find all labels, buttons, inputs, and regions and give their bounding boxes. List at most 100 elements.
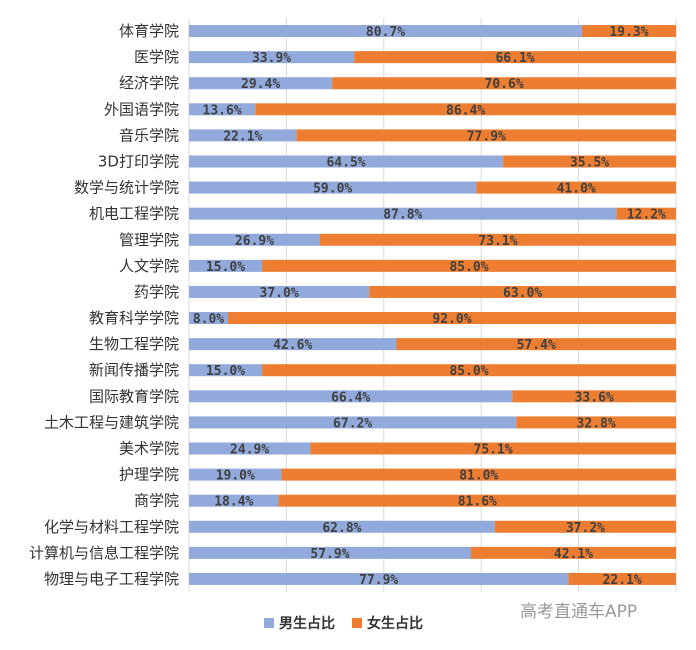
data-label: 15.0%: [206, 364, 245, 379]
bar-male: [189, 77, 333, 90]
legend-item-female: 女生占比: [352, 615, 423, 632]
data-label: 86.4%: [446, 103, 485, 118]
data-label: 64.5%: [326, 156, 365, 171]
category-label: 物理与电子工程学院: [44, 570, 179, 588]
data-label: 57.4%: [517, 338, 556, 353]
data-label: 26.9%: [235, 234, 274, 249]
category-label: 土木工程与建筑学院: [44, 413, 179, 431]
bar-female: [332, 77, 676, 90]
category-label: 商学院: [134, 492, 179, 510]
category-label: 人文学院: [119, 257, 179, 275]
data-label: 67.2%: [333, 416, 372, 431]
bar-female: [494, 520, 676, 533]
category-label: 化学与材料工程学院: [44, 518, 179, 536]
bar-female: [503, 155, 676, 168]
data-label: 77.9%: [359, 573, 398, 588]
data-label: 87.8%: [383, 208, 422, 223]
data-label: 63.0%: [503, 286, 542, 301]
data-label: 32.8%: [577, 416, 616, 431]
bar-female: [568, 572, 676, 585]
data-label: 35.5%: [570, 156, 609, 171]
watermark-text: 高考直通车APP: [520, 602, 637, 622]
data-label: 85.0%: [449, 260, 488, 275]
data-label: 24.9%: [230, 443, 269, 458]
data-label: 75.1%: [474, 443, 513, 458]
labels: 体育学院 80.7% 19.3% 医学院 33.9% 66.1% 经济学院 29.4% 70.6…: [29, 22, 666, 588]
bar-female: [262, 364, 676, 377]
data-label: 22.1%: [223, 129, 262, 144]
data-label: 57.9%: [310, 547, 349, 562]
data-label: 73.1%: [478, 234, 517, 249]
data-label: 42.1%: [554, 547, 593, 562]
data-label: 81.6%: [458, 495, 497, 510]
data-label: 19.0%: [216, 469, 255, 484]
bar-female: [227, 312, 676, 325]
bar-female: [582, 25, 676, 38]
category-label: 教育科学学院: [89, 309, 179, 327]
data-label: 77.9%: [467, 129, 506, 144]
data-label: 66.4%: [331, 390, 370, 405]
category-label: 数学与统计学院: [74, 179, 179, 197]
category-label: 药学院: [134, 283, 179, 301]
bar-male: [189, 572, 569, 585]
bar-male: [189, 390, 513, 403]
data-label: 66.1%: [495, 51, 534, 66]
category-label: 经济学院: [119, 74, 179, 92]
category-label: 新闻传播学院: [89, 361, 179, 379]
legend-swatch: [352, 618, 362, 628]
bar-male: [189, 233, 321, 246]
bar-male: [189, 520, 495, 533]
bar-male: [189, 181, 477, 194]
bar-male: [189, 416, 517, 429]
data-label: 22.1%: [603, 573, 642, 588]
data-label: 85.0%: [449, 364, 488, 379]
data-label: 33.6%: [575, 390, 614, 405]
legend: 男生占比 女生占比: [264, 615, 423, 632]
bars: [189, 25, 676, 585]
data-label: 33.9%: [252, 51, 291, 66]
bar-male: [189, 259, 263, 272]
legend-label: 男生占比: [279, 615, 335, 632]
legend-swatch: [264, 618, 274, 628]
data-label: 70.6%: [485, 77, 524, 92]
data-label: 41.0%: [557, 182, 596, 197]
bar-female: [296, 129, 676, 142]
category-label: 护理学院: [119, 466, 179, 484]
bar-male: [189, 129, 297, 142]
data-label: 59.0%: [313, 182, 352, 197]
data-label: 29.4%: [241, 77, 280, 92]
bar-female: [320, 233, 676, 246]
data-label: 19.3%: [609, 25, 648, 40]
data-label: 37.0%: [260, 286, 299, 301]
data-label: 81.0%: [459, 469, 498, 484]
category-label: 医学院: [134, 48, 179, 66]
bar-male: [189, 338, 397, 351]
legend-item-male: 男生占比: [264, 615, 335, 632]
category-label: 管理学院: [119, 231, 179, 249]
data-label: 80.7%: [366, 25, 405, 40]
bar-female: [255, 103, 676, 116]
bar-male: [189, 207, 617, 220]
data-label: 92.0%: [432, 312, 471, 327]
category-label: 生物工程学院: [89, 335, 179, 353]
category-label: 外国语学院: [104, 100, 179, 118]
category-label: 3D打印学院: [98, 153, 179, 171]
bar-female: [476, 181, 676, 194]
bar-female: [354, 51, 676, 64]
bar-male: [189, 546, 471, 559]
bar-male: [189, 51, 355, 64]
bar-female: [278, 494, 676, 507]
data-label: 42.6%: [273, 338, 312, 353]
bar-male: [189, 285, 370, 298]
bar-female: [369, 285, 676, 298]
category-label: 计算机与信息工程学院: [29, 544, 179, 562]
bar-male: [189, 103, 256, 116]
data-label: 37.2%: [566, 521, 605, 536]
bar-female: [281, 468, 676, 481]
bar-female: [310, 442, 676, 455]
category-label: 国际教育学院: [89, 387, 179, 405]
bar-male: [189, 364, 263, 377]
bar-male: [189, 312, 228, 325]
bar-female: [512, 390, 676, 403]
